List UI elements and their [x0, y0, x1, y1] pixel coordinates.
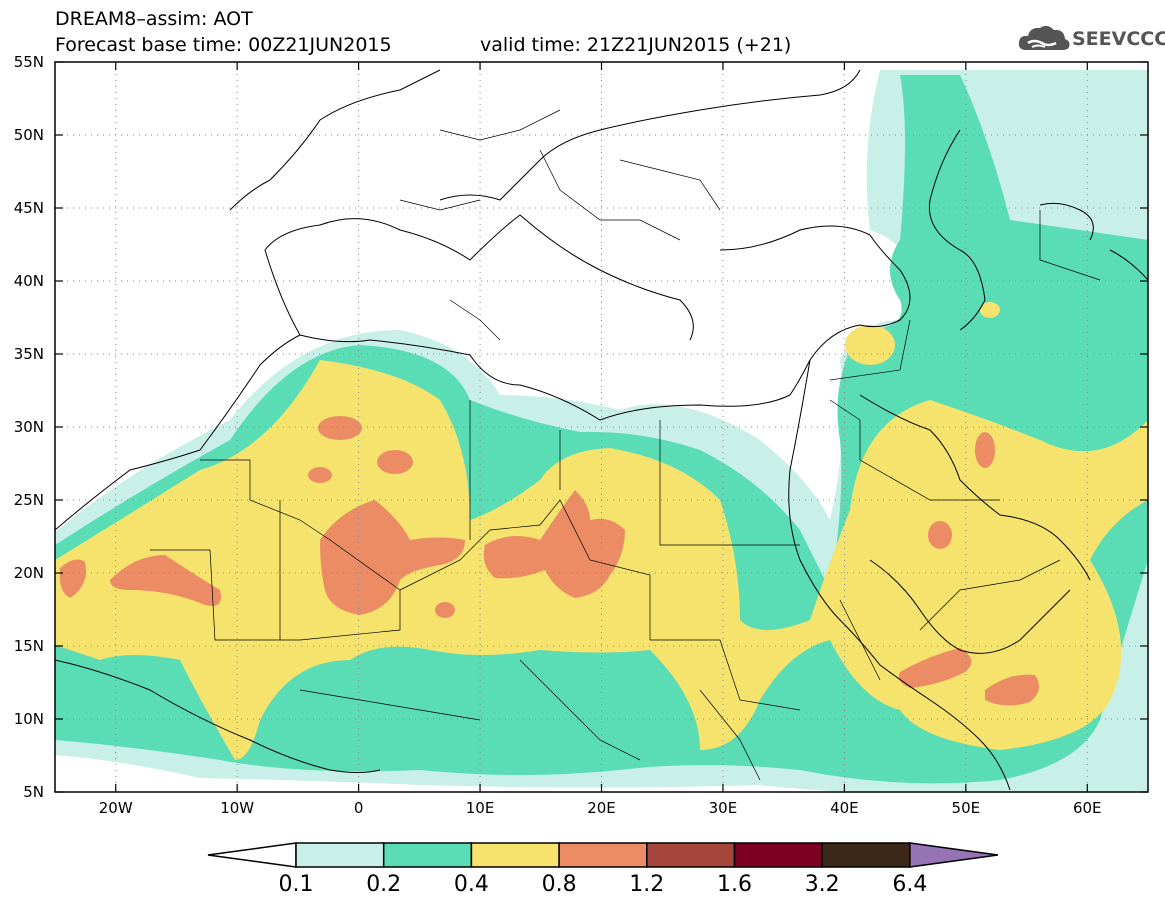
lat-tick-label: 25N: [13, 491, 44, 509]
lon-tick-label: 30E: [708, 799, 738, 817]
lon-tick-label: 60E: [1072, 799, 1102, 817]
lat-tick-label: 55N: [13, 53, 44, 71]
lon-tick-label: 50E: [951, 799, 981, 817]
lat-tick-label: 30N: [13, 418, 44, 436]
lat-tick-label: 45N: [13, 199, 44, 217]
lat-tick-label: 50N: [13, 126, 44, 144]
lon-tick-label: 10W: [220, 799, 255, 817]
map-title: DREAM8–assim: AOT: [55, 8, 253, 30]
lat-tick-label: 5N: [23, 783, 44, 801]
lat-tick-label: 35N: [13, 345, 44, 363]
colorbar-label: 0.4: [453, 872, 489, 897]
colorbar-label: 1.6: [717, 872, 752, 897]
country-borders: [150, 109, 1101, 781]
coastlines: [55, 69, 1148, 791]
seevccc-logo: SEEVCCC: [1018, 22, 1165, 56]
lat-tick-label: 15N: [13, 637, 44, 655]
lon-tick-label: 40E: [830, 799, 859, 817]
cloud-icon: [1018, 25, 1070, 50]
logo-text: SEEVCCC: [1072, 28, 1165, 50]
lon-tick-label: 0: [353, 799, 364, 817]
forecast-base-time: Forecast base time: 00Z21JUN2015: [55, 34, 392, 56]
lon-tick-label: 10E: [465, 799, 495, 817]
lon-tick-label: 20E: [587, 799, 616, 817]
colorbar-label: 6.4: [892, 872, 928, 897]
colorbar-label: 1.2: [629, 872, 665, 897]
colorbar-label: 0.1: [278, 872, 314, 897]
lat-tick-label: 10N: [13, 710, 44, 728]
lat-tick-label: 40N: [13, 272, 44, 290]
colorbar-label: 0.8: [541, 872, 577, 897]
lat-tick-label: 20N: [13, 564, 44, 582]
colorbar-label: 3.2: [804, 872, 840, 897]
graticule: [55, 62, 1148, 792]
colorbar-label: 0.2: [366, 872, 402, 897]
axis-ticks: [55, 61, 1148, 793]
valid-time: valid time: 21Z21JUN2015 (+21): [480, 34, 792, 56]
lon-tick-label: 20W: [98, 799, 133, 817]
